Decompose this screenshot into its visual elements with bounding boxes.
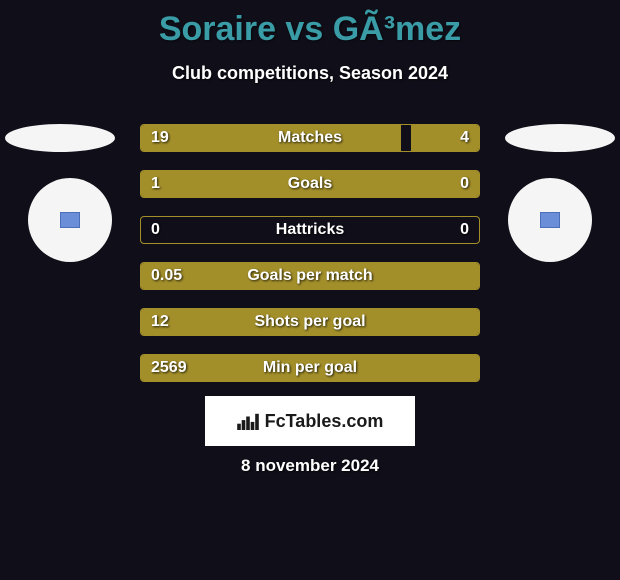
stat-value-left: 0 — [151, 221, 160, 239]
flag-left — [5, 124, 115, 152]
stat-label: Goals per match — [247, 267, 372, 285]
stat-value-left: 0.05 — [151, 267, 182, 285]
stat-value-left: 2569 — [151, 359, 187, 377]
subtitle: Club competitions, Season 2024 — [0, 63, 620, 84]
stat-fill-left — [141, 125, 401, 151]
stat-label: Hattricks — [276, 221, 344, 239]
stat-row: 0.05 Goals per match — [140, 262, 480, 290]
avatar-left — [28, 178, 112, 262]
stat-value-left: 1 — [151, 175, 160, 193]
stat-row: 1 0 Goals — [140, 170, 480, 198]
stat-row: 12 Shots per goal — [140, 308, 480, 336]
stat-row: 0 0 Hattricks — [140, 216, 480, 244]
date-label: 8 november 2024 — [241, 456, 379, 476]
stat-value-right: 0 — [460, 221, 469, 239]
brand-bars-icon — [237, 412, 259, 430]
brand-box: FcTables.com — [205, 396, 415, 446]
avatar-right — [508, 178, 592, 262]
stat-value-right: 4 — [460, 129, 469, 147]
stat-row: 2569 Min per goal — [140, 354, 480, 382]
comparison-rows: 19 4 Matches 1 0 Goals 0 0 Hattricks 0.05 Goals pe… — [140, 124, 480, 400]
stat-value-left: 19 — [151, 129, 169, 147]
stat-label: Matches — [278, 129, 342, 147]
stat-label: Goals — [288, 175, 332, 193]
avatar-placeholder-icon — [540, 212, 560, 228]
stat-value-right: 0 — [460, 175, 469, 193]
page-title: Soraire vs GÃ³mez — [0, 0, 620, 49]
stat-value-left: 12 — [151, 313, 169, 331]
stat-label: Shots per goal — [254, 313, 365, 331]
flag-right — [505, 124, 615, 152]
brand-text: FcTables.com — [265, 411, 384, 432]
stat-row: 19 4 Matches — [140, 124, 480, 152]
avatar-placeholder-icon — [60, 212, 80, 228]
stat-label: Min per goal — [263, 359, 357, 377]
